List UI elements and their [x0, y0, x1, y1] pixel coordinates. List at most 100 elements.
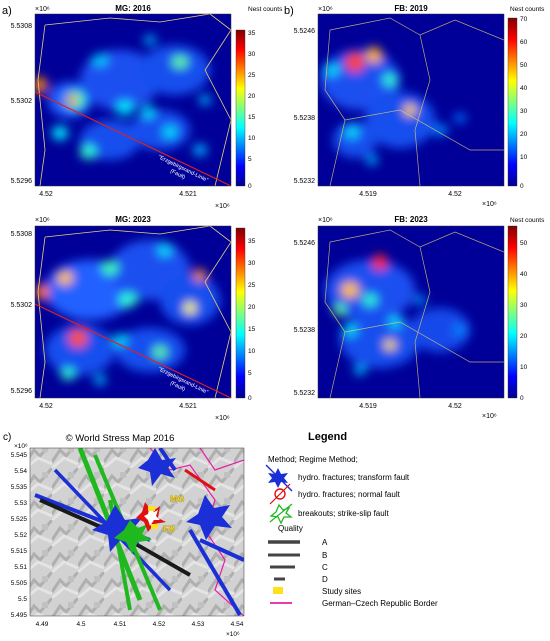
cbar-tick: 30	[248, 260, 256, 267]
cbar-tick: 40	[520, 85, 528, 92]
fault-line	[35, 91, 231, 186]
x-exponent: ×10⁶	[482, 413, 497, 420]
panel-title: FB: 2019	[394, 4, 428, 13]
cbar-tick: 5	[248, 370, 252, 377]
cbar-tick: 0	[248, 183, 252, 190]
cbar-tick: 5	[248, 156, 252, 163]
site-label-mg: MG	[170, 494, 185, 504]
x-tick: 4.52	[448, 191, 462, 198]
x-exponent: ×10⁶	[482, 201, 497, 208]
x-tick: 4.53	[192, 621, 205, 628]
x-tick: 4.519	[359, 191, 377, 198]
heatmap-blobs	[325, 254, 470, 375]
panel-title: MG: 2023	[115, 215, 151, 224]
y-tick: 5.525	[11, 516, 28, 523]
cbar-tick: 25	[248, 72, 256, 79]
panel-title: FB: 2023	[394, 215, 428, 224]
y-tick: 5.535	[11, 484, 28, 491]
cbar-tick: 50	[520, 62, 528, 69]
y-tick: 5.5246	[294, 240, 316, 247]
legend-study-sites: Study sites	[273, 587, 361, 596]
colorbar	[507, 225, 518, 399]
panel-letter-a: a)	[2, 5, 12, 17]
x-tick: 4.521	[179, 191, 197, 198]
y-tick: 5.53	[14, 500, 27, 507]
y-exponent: ×10⁶	[14, 443, 28, 450]
cbar-tick: 35	[248, 238, 256, 245]
x-tick: 4.52	[39, 191, 53, 198]
colorbar-ticks: 35 30 25 20 15 10 5 0	[248, 30, 256, 190]
study-site-fb	[151, 524, 158, 529]
panel-stress-map: c) ×10⁶ © World Stress Map 2016	[3, 432, 245, 638]
cbar-tick: 20	[520, 333, 528, 340]
y-tick: 5.545	[11, 452, 28, 459]
y-tick: 5.515	[11, 548, 28, 555]
panel-letter-c: c)	[3, 432, 11, 443]
x-exponent: ×10⁶	[215, 415, 230, 422]
y-tick: 5.5232	[294, 178, 316, 185]
cbar-tick: 25	[248, 282, 256, 289]
cbar-tick: 20	[520, 131, 528, 138]
panel-fb-2019: b) ×10⁶ FB: 2019 5.5246 5.5238	[284, 4, 545, 208]
colorbar-ticks: 70 60 50 40 30 20 10 0	[520, 16, 528, 190]
legend-label: German–Czech Republic Border	[322, 599, 438, 608]
stress-indicators	[34, 448, 244, 616]
colorbar-title: Nest counts	[510, 6, 545, 13]
cbar-tick: 50	[520, 240, 528, 247]
cbar-tick: 15	[248, 326, 256, 333]
cbar-tick: 70	[520, 16, 528, 23]
cbar-tick: 10	[520, 364, 528, 371]
map-title: © World Stress Map 2016	[66, 433, 175, 444]
y-tick: 5.495	[11, 612, 28, 619]
y-tick: 5.5308	[11, 23, 33, 30]
legend-title: Legend	[308, 431, 347, 443]
y-exponent: ×10⁶	[35, 6, 50, 13]
y-tick: 5.5296	[11, 178, 33, 185]
y-exponent: ×10⁶	[35, 217, 50, 224]
y-tick: 5.5302	[11, 98, 33, 105]
cbar-tick: 10	[248, 348, 256, 355]
legend-quality-d: D	[274, 575, 328, 584]
y-exponent: ×10⁶	[318, 6, 333, 13]
cbar-tick: 15	[248, 114, 256, 121]
x-tick: 4.521	[179, 403, 197, 410]
x-tick: 4.52	[39, 403, 53, 410]
legend-label: B	[322, 551, 327, 560]
panel-title: MG: 2016	[115, 4, 151, 13]
legend-quality-a: A	[268, 538, 328, 547]
cbar-tick: 10	[248, 135, 256, 142]
x-tick: 4.49	[36, 621, 49, 628]
heatmap-blobs	[35, 240, 220, 385]
legend-quality-c: C	[270, 563, 328, 572]
colorbar	[235, 29, 246, 187]
x-exponent: ×10⁶	[226, 631, 240, 638]
y-tick: 5.5238	[294, 327, 316, 334]
legend-label: A	[322, 538, 328, 547]
y-tick: 5.505	[11, 580, 28, 587]
legend-label: hydro. fractures; transform fault	[298, 473, 410, 482]
colorbar-title: Nest counts	[248, 6, 283, 13]
x-tick: 4.51	[114, 621, 127, 628]
y-tick: 5.5238	[294, 115, 316, 122]
map-x-ticks: 4.49 4.5 4.51 4.52 4.53 4.54	[36, 621, 244, 628]
legend-label: breakouts; strike-slip fault	[298, 509, 389, 518]
legend-method-normal: hydro. fractures; normal fault	[269, 483, 401, 505]
cbar-tick: 20	[248, 304, 256, 311]
legend-quality-header: Quality	[278, 524, 303, 533]
cbar-tick: 30	[520, 302, 528, 309]
map-y-ticks: 5.545 5.54 5.535 5.53 5.525 5.52 5.515 5…	[11, 452, 28, 619]
x-tick: 4.519	[359, 403, 377, 410]
legend-method-breakouts: breakouts; strike-slip fault	[269, 503, 389, 525]
panel-fb-2023: ×10⁶ FB: 2023 5.5246 5.5238	[294, 215, 545, 420]
cbar-tick: 0	[520, 183, 524, 190]
x-tick: 4.52	[448, 403, 462, 410]
colorbar	[507, 17, 518, 187]
legend-method-header: Method; Regime Method;	[268, 455, 358, 464]
cbar-tick: 40	[520, 271, 528, 278]
panel-mg-2016: a) ×10⁶ MG: 2016	[2, 4, 283, 210]
y-tick: 5.5246	[294, 28, 316, 35]
legend-label: Study sites	[322, 587, 361, 596]
y-tick: 5.5302	[11, 302, 33, 309]
y-tick: 5.51	[14, 564, 27, 571]
